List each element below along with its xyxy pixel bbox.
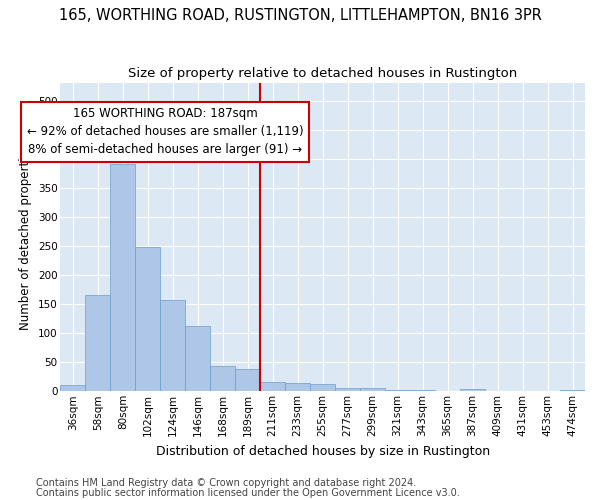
Bar [85, 296, 110, 392]
Bar [235, 368, 260, 392]
Text: 165 WORTHING ROAD: 187sqm
← 92% of detached houses are smaller (1,119)
8% of sem: 165 WORTHING ROAD: 187sqm ← 92% of detac… [27, 108, 304, 156]
Bar [485, 390, 510, 392]
Bar [360, 388, 385, 392]
Text: Contains public sector information licensed under the Open Government Licence v3: Contains public sector information licen… [36, 488, 460, 498]
Bar [410, 390, 435, 392]
Bar [160, 300, 185, 392]
Bar [385, 390, 410, 392]
Bar [260, 382, 285, 392]
Bar [460, 389, 485, 392]
Bar [61, 385, 85, 392]
Bar [510, 390, 535, 392]
Y-axis label: Number of detached properties: Number of detached properties [19, 144, 32, 330]
Title: Size of property relative to detached houses in Rustington: Size of property relative to detached ho… [128, 68, 517, 80]
Bar [335, 388, 360, 392]
Bar [110, 164, 135, 392]
Bar [185, 326, 210, 392]
Bar [310, 384, 335, 392]
Text: Contains HM Land Registry data © Crown copyright and database right 2024.: Contains HM Land Registry data © Crown c… [36, 478, 416, 488]
Bar [210, 366, 235, 392]
Bar [535, 390, 560, 392]
Bar [285, 382, 310, 392]
Text: 165, WORTHING ROAD, RUSTINGTON, LITTLEHAMPTON, BN16 3PR: 165, WORTHING ROAD, RUSTINGTON, LITTLEHA… [59, 8, 541, 22]
Bar [560, 390, 585, 392]
X-axis label: Distribution of detached houses by size in Rustington: Distribution of detached houses by size … [155, 444, 490, 458]
Bar [135, 247, 160, 392]
